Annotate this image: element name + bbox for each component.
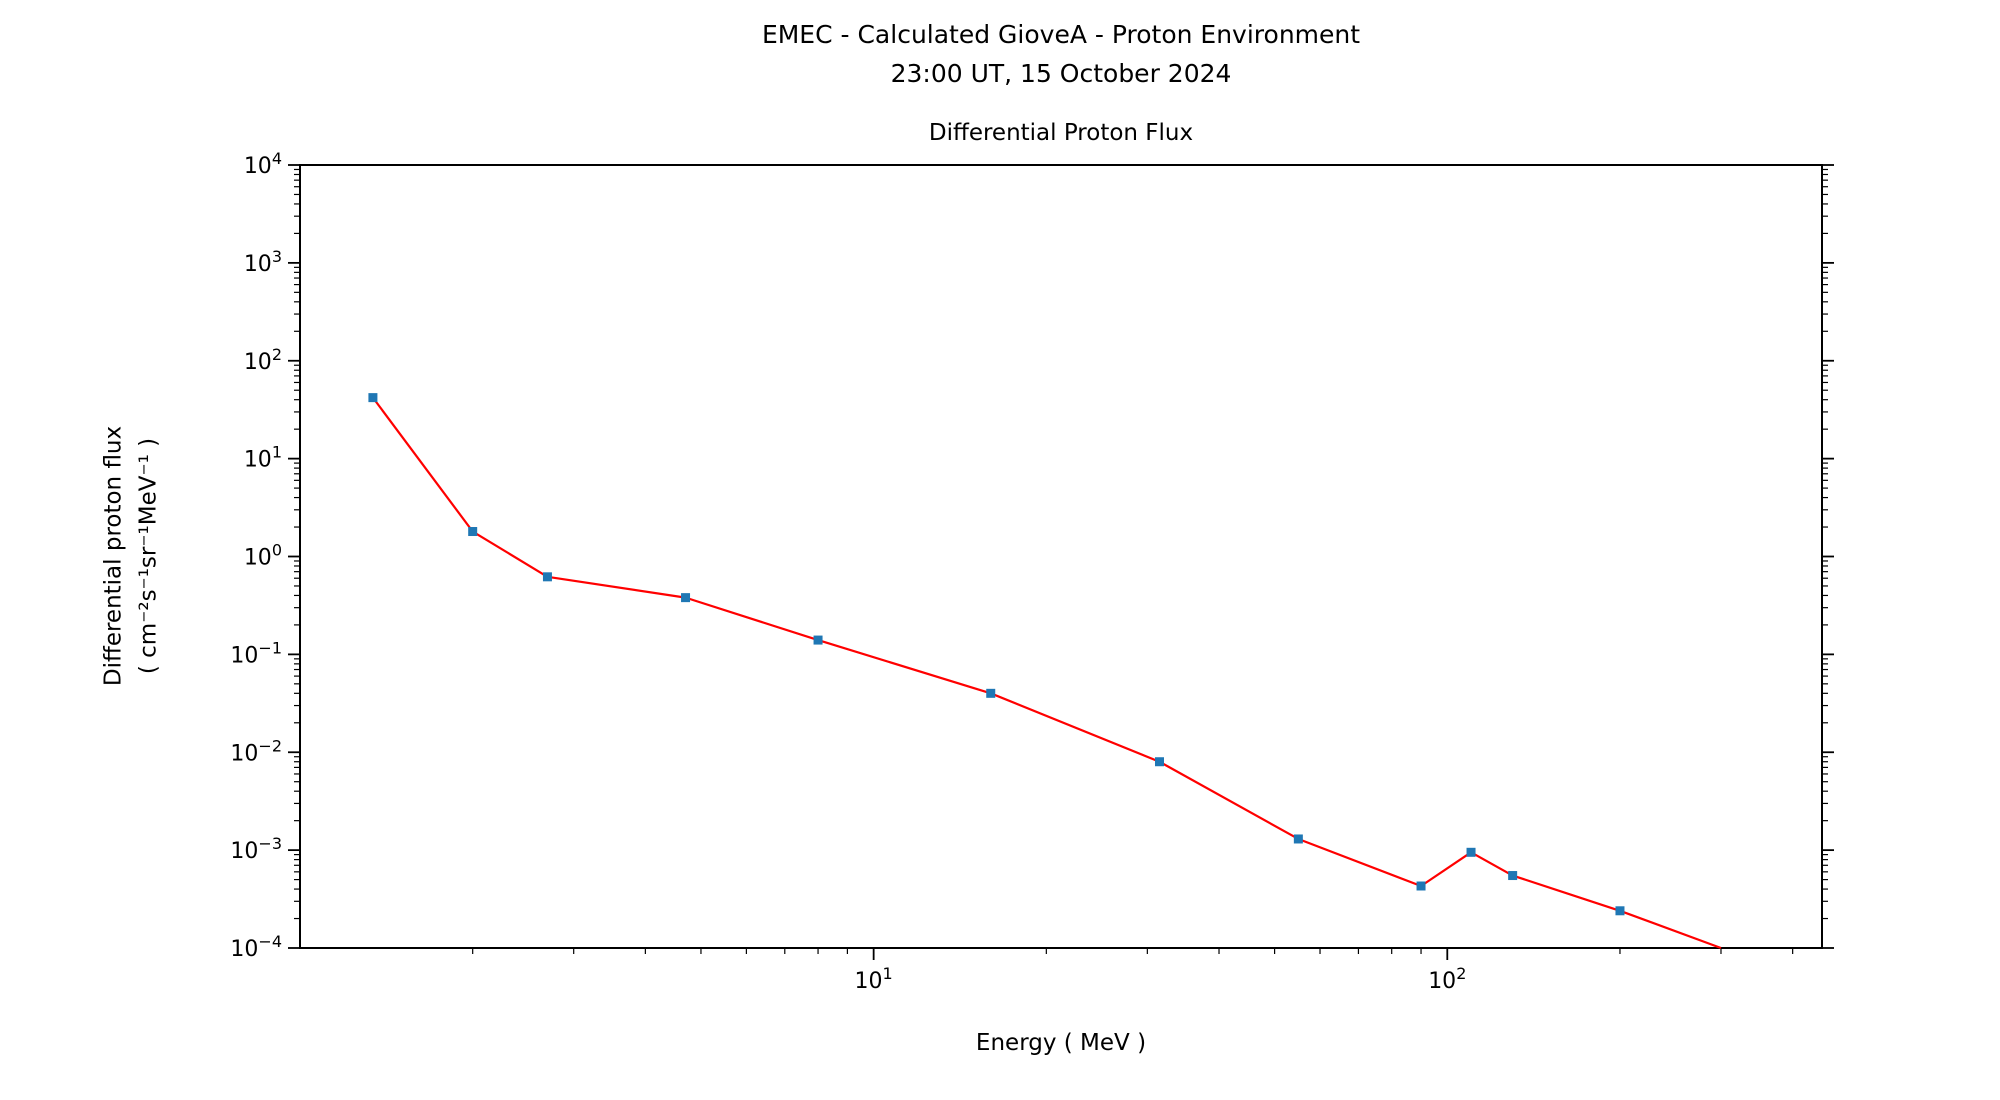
data-point-marker	[1416, 881, 1426, 891]
y-tick-label: 103	[244, 247, 282, 277]
y-tick-label: 10−2	[230, 736, 282, 766]
y-axis-label-line1: Differential proton flux	[100, 425, 127, 687]
y-tick-label: 102	[244, 345, 282, 375]
y-axis-label-line2: ( cm⁻²s⁻¹sr⁻¹MeV⁻¹ )	[135, 437, 161, 675]
figure-title: EMEC - Calculated GioveA - Proton Enviro…	[761, 20, 1361, 49]
y-tick-label: 10−4	[230, 932, 282, 962]
y-tick-label: 104	[244, 149, 282, 179]
data-point-marker	[1154, 757, 1164, 767]
data-point-marker	[1508, 871, 1518, 881]
x-tick-label: 102	[1428, 964, 1466, 994]
y-tick-label: 101	[244, 443, 282, 473]
y-tick-label: 10−1	[230, 638, 282, 668]
data-point-marker	[468, 527, 478, 537]
data-point-marker	[986, 688, 996, 698]
plot-title: Differential Proton Flux	[928, 120, 1194, 146]
figure-subtitle: 23:00 UT, 15 October 2024	[890, 59, 1232, 88]
data-point-marker	[681, 593, 691, 603]
data-point-marker	[368, 393, 378, 403]
data-point-marker	[1466, 847, 1476, 857]
data-point-marker	[542, 572, 552, 582]
x-tick-label: 101	[855, 964, 893, 994]
y-tick-label: 100	[244, 541, 282, 571]
data-point-marker	[1615, 906, 1625, 916]
x-axis-label: Energy ( MeV )	[975, 1030, 1147, 1056]
flux-line	[372, 396, 1722, 950]
y-tick-label: 10−3	[230, 834, 282, 864]
data-point-marker	[1293, 834, 1303, 844]
plot-frame	[299, 164, 1823, 949]
y-axis-label: Differential proton flux ( cm⁻²s⁻¹sr⁻¹Me…	[97, 426, 166, 686]
data-point-marker	[813, 635, 823, 645]
